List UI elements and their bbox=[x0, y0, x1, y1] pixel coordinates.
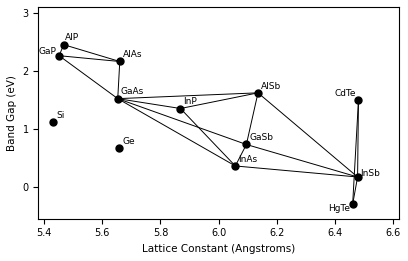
Text: GaSb: GaSb bbox=[249, 133, 273, 142]
Text: GaP: GaP bbox=[38, 47, 56, 56]
Text: InP: InP bbox=[183, 97, 197, 106]
Text: CdTe: CdTe bbox=[334, 89, 355, 98]
Text: InSb: InSb bbox=[361, 169, 380, 177]
Text: HgTe: HgTe bbox=[328, 204, 350, 213]
Text: GaAs: GaAs bbox=[121, 87, 144, 96]
Text: Ge: Ge bbox=[122, 137, 135, 146]
Text: AlAs: AlAs bbox=[123, 50, 142, 59]
Text: AlSb: AlSb bbox=[261, 81, 281, 91]
Y-axis label: Band Gap (eV): Band Gap (eV) bbox=[7, 75, 17, 151]
Text: Si: Si bbox=[56, 111, 64, 120]
X-axis label: Lattice Constant (Angstroms): Lattice Constant (Angstroms) bbox=[142, 244, 295, 254]
Text: InAs: InAs bbox=[238, 155, 257, 164]
Text: AlP: AlP bbox=[65, 33, 79, 42]
